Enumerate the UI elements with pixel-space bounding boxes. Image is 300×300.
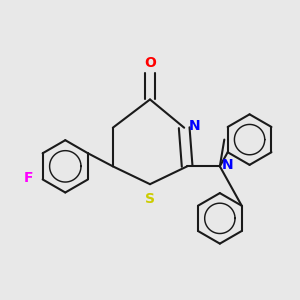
Text: S: S (145, 192, 155, 206)
Text: N: N (221, 158, 233, 172)
Text: O: O (144, 56, 156, 70)
Text: F: F (24, 171, 34, 185)
Text: N: N (189, 119, 200, 133)
